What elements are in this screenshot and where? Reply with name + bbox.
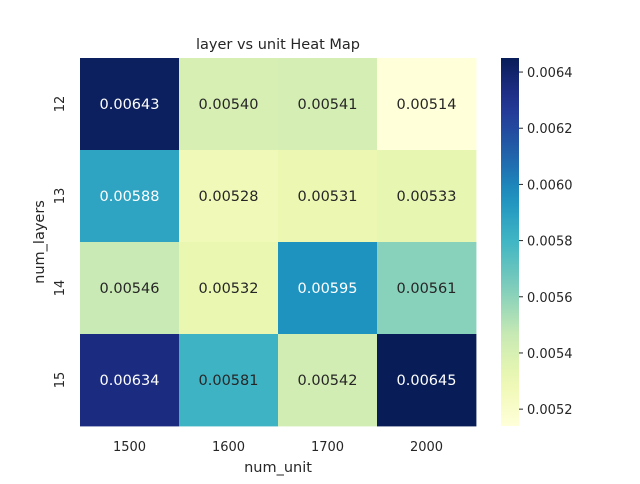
heatmap-cell (278, 242, 378, 335)
colorbar-tick-label: 0.0062 (527, 122, 573, 137)
y-tick-label: 12 (53, 96, 68, 113)
cell-value-label: 0.00561 (397, 281, 457, 297)
cell-value-label: 0.00588 (100, 189, 160, 205)
cell-value-label: 0.00581 (199, 373, 259, 389)
cell-value-label: 0.00643 (100, 97, 160, 113)
colorbar-tick-label: 0.0064 (527, 66, 573, 81)
y-tick-label: 14 (53, 280, 68, 297)
cell-value-label: 0.00541 (298, 97, 358, 113)
x-tick-label: 1600 (212, 440, 245, 455)
heatmap-cell (278, 58, 378, 151)
cell-value-label: 0.00532 (199, 281, 259, 297)
heatmap-cell (377, 242, 477, 335)
x-tick-label: 1700 (311, 440, 344, 455)
colorbar: 0.0052 0.0054 0.0056 0.0058 0.0060 0.0062 0.00… (501, 58, 573, 426)
colorbar-gradient (501, 58, 519, 426)
cell-value-label: 0.00546 (100, 281, 160, 297)
cell-value-label: 0.00634 (100, 373, 160, 389)
heatmap-cell (278, 150, 378, 243)
heatmap-cell (179, 242, 279, 335)
y-axis-label: num_layers (32, 200, 48, 284)
colorbar-tick-label: 0.0052 (527, 403, 573, 418)
cell-value-label: 0.00514 (397, 97, 457, 113)
heatmap-cells: 0.00643 0.00540 0.00541 0.00514 0.00588 0.005… (80, 58, 477, 427)
colorbar-tick-label: 0.0060 (527, 178, 573, 193)
heatmap-cell (377, 150, 477, 243)
heatmap-cell (179, 334, 279, 427)
heatmap-cell (80, 242, 180, 335)
x-axis-label: num_unit (244, 460, 312, 476)
y-tick-label: 13 (53, 188, 68, 205)
colorbar-tick-label: 0.0056 (527, 291, 573, 306)
heatmap-cell (80, 334, 180, 427)
colorbar-tick-label: 0.0054 (527, 347, 573, 362)
y-tick-label: 15 (53, 372, 68, 389)
heatmap-cell (377, 58, 477, 151)
heatmap-cell (80, 58, 180, 151)
cell-value-label: 0.00533 (397, 189, 457, 205)
cell-value-label: 0.00528 (199, 189, 259, 205)
cell-value-label: 0.00542 (298, 373, 358, 389)
chart-title: layer vs unit Heat Map (196, 37, 360, 53)
heatmap-cell (80, 150, 180, 243)
x-axis-ticks: 1500 1600 1700 2000 (113, 440, 443, 455)
heatmap-cell (377, 334, 477, 427)
heatmap-cell (278, 334, 378, 427)
cell-value-label: 0.00595 (298, 281, 358, 297)
cell-value-label: 0.00531 (298, 189, 358, 205)
colorbar-tick-label: 0.0058 (527, 235, 573, 250)
cell-value-label: 0.00645 (397, 373, 457, 389)
cell-value-label: 0.00540 (199, 97, 259, 113)
y-axis-ticks: 12 13 14 15 (53, 96, 68, 389)
heatmap-cell (179, 150, 279, 243)
x-tick-label: 1500 (113, 440, 146, 455)
heatmap-cell (179, 58, 279, 151)
x-tick-label: 2000 (410, 440, 443, 455)
